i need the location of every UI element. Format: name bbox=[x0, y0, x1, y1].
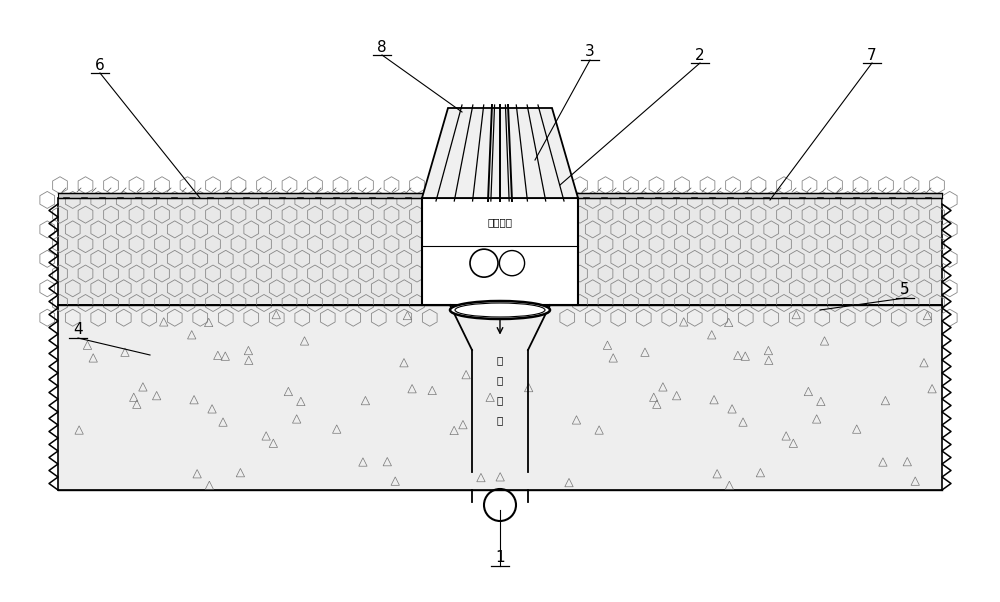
Text: 5: 5 bbox=[900, 282, 910, 297]
Bar bbox=[58, 193, 942, 198]
Ellipse shape bbox=[450, 301, 550, 319]
Text: 2: 2 bbox=[695, 48, 705, 63]
Text: 向上排气: 向上排气 bbox=[488, 217, 512, 227]
Text: 水: 水 bbox=[497, 415, 503, 425]
Text: 6: 6 bbox=[95, 58, 105, 72]
Text: 7: 7 bbox=[867, 48, 877, 63]
Text: 4: 4 bbox=[73, 323, 83, 338]
Text: 排: 排 bbox=[497, 395, 503, 405]
Bar bbox=[58, 305, 942, 490]
Bar bbox=[58, 198, 942, 305]
Text: 3: 3 bbox=[585, 45, 595, 60]
Text: 下: 下 bbox=[497, 375, 503, 385]
Text: 1: 1 bbox=[495, 550, 505, 565]
Bar bbox=[422, 198, 578, 305]
Text: 8: 8 bbox=[377, 40, 387, 55]
Text: 向: 向 bbox=[497, 355, 503, 365]
Polygon shape bbox=[422, 108, 578, 198]
Ellipse shape bbox=[455, 303, 545, 317]
